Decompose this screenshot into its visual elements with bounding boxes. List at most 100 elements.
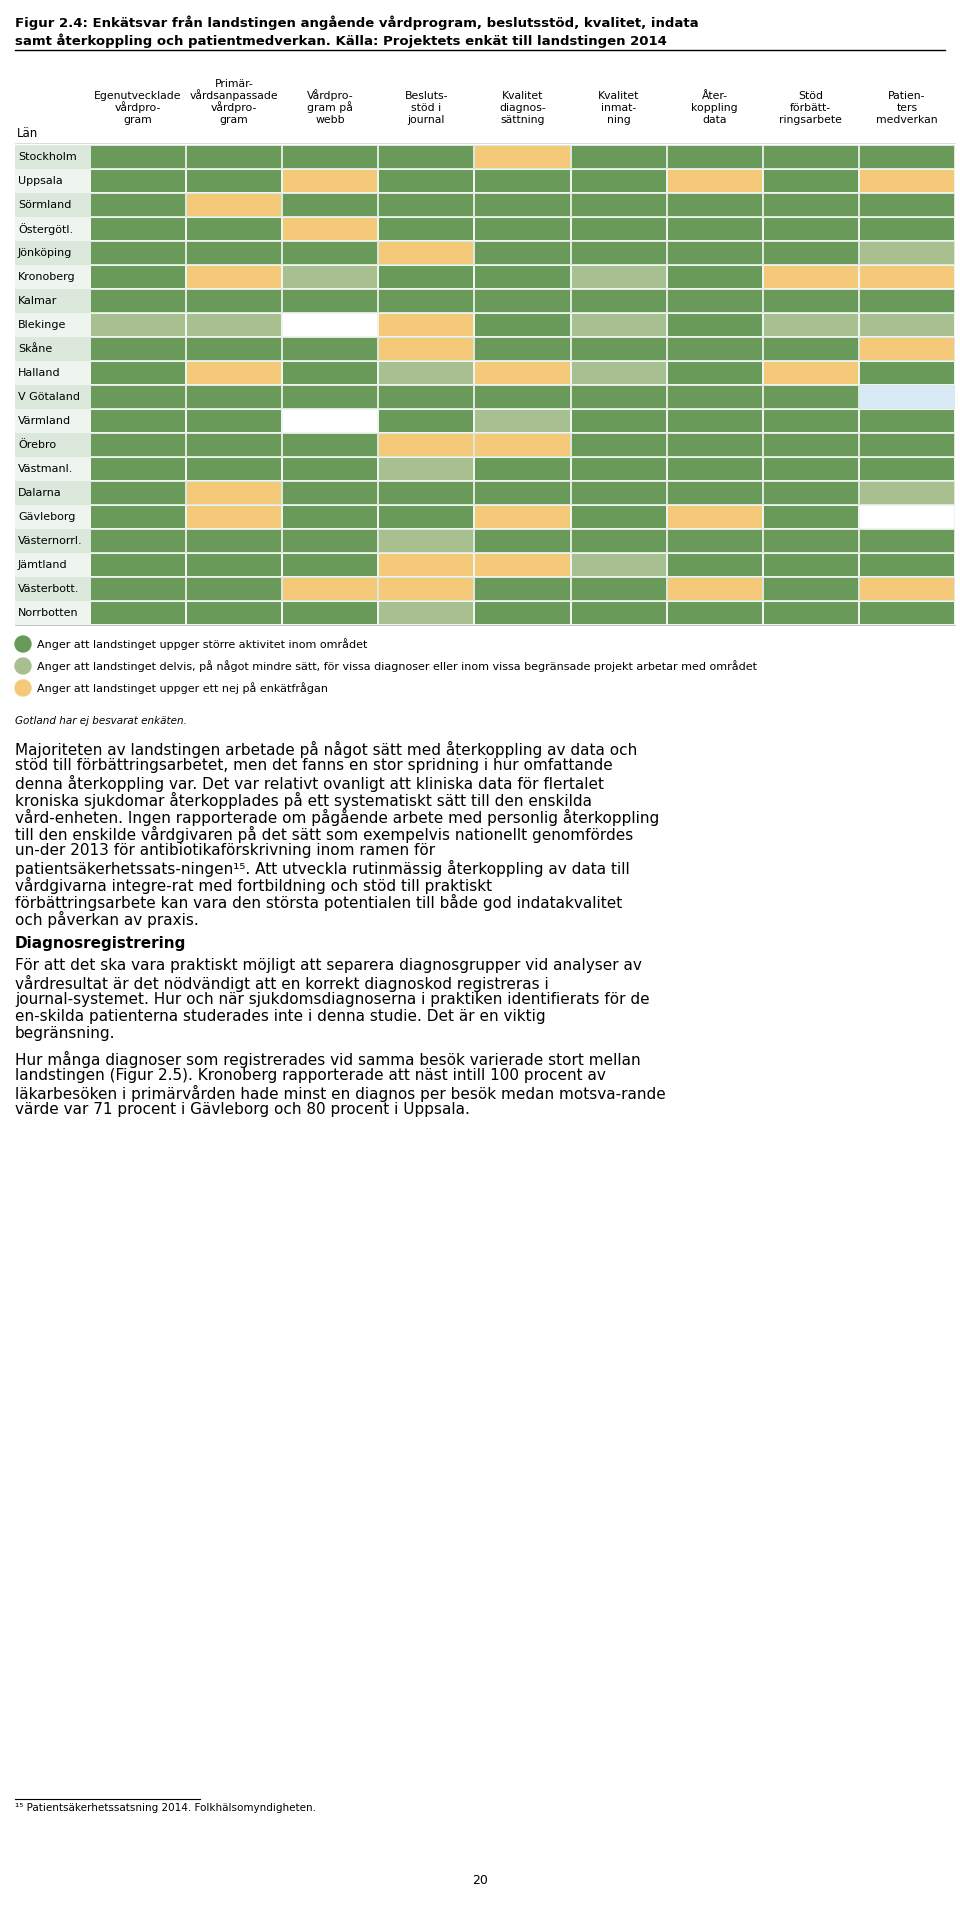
Text: vårdsanpassade: vårdsanpassade (190, 90, 278, 101)
Bar (15, 553, 955, 577)
Bar (475, 145, 569, 168)
Bar (764, 193, 858, 216)
Bar (91, 338, 185, 359)
Bar (187, 314, 281, 337)
Bar (475, 193, 569, 216)
Bar (571, 361, 665, 384)
Text: gram på: gram på (307, 101, 353, 113)
Bar (379, 218, 473, 241)
Bar (667, 243, 762, 264)
Bar (91, 386, 185, 407)
Bar (764, 291, 858, 312)
Bar (15, 457, 955, 482)
Bar (379, 170, 473, 191)
Bar (571, 145, 665, 168)
Bar (475, 243, 569, 264)
Text: Vårdpro-: Vårdpro- (307, 90, 353, 101)
Bar (667, 386, 762, 407)
Bar (571, 218, 665, 241)
Bar (571, 459, 665, 480)
Bar (860, 361, 954, 384)
Bar (91, 434, 185, 455)
Bar (15, 361, 955, 384)
Bar (283, 170, 377, 191)
Text: Stöd: Stöd (799, 92, 824, 101)
Bar (860, 434, 954, 455)
Text: kroniska sjukdomar återkopplades på ett systematiskt sätt till den enskilda: kroniska sjukdomar återkopplades på ett … (15, 792, 592, 809)
Text: journal-systemet. Hur och när sjukdomsdiagnoserna i praktiken identifierats för : journal-systemet. Hur och när sjukdomsdi… (15, 992, 650, 1008)
Bar (764, 602, 858, 623)
Bar (667, 507, 762, 528)
Bar (91, 554, 185, 576)
Text: Västerbott.: Västerbott. (18, 583, 80, 595)
Circle shape (15, 681, 31, 696)
Bar (571, 602, 665, 623)
Bar (15, 432, 955, 457)
Bar (764, 459, 858, 480)
Bar (667, 193, 762, 216)
Bar (283, 193, 377, 216)
Text: vårdgivarna integre-rat med fortbildning och stöd till praktiskt: vårdgivarna integre-rat med fortbildning… (15, 878, 492, 895)
Text: inmat-: inmat- (601, 103, 636, 113)
Bar (15, 168, 955, 193)
Bar (475, 459, 569, 480)
Bar (475, 530, 569, 553)
Text: Patien-: Patien- (888, 92, 925, 101)
Bar (91, 266, 185, 289)
Text: värde var 71 procent i Gävleborg och 80 procent i Uppsala.: värde var 71 procent i Gävleborg och 80 … (15, 1101, 469, 1117)
Bar (91, 530, 185, 553)
Bar (379, 314, 473, 337)
Bar (15, 241, 955, 266)
Bar (187, 145, 281, 168)
Text: koppling: koppling (691, 103, 738, 113)
Bar (187, 386, 281, 407)
Bar (571, 338, 665, 359)
Bar (379, 530, 473, 553)
Bar (764, 338, 858, 359)
Bar (667, 577, 762, 600)
Bar (860, 577, 954, 600)
Bar (15, 289, 955, 314)
Bar (283, 530, 377, 553)
Text: Majoriteten av landstingen arbetade på något sätt med återkoppling av data och: Majoriteten av landstingen arbetade på n… (15, 742, 637, 757)
Bar (860, 482, 954, 505)
Bar (764, 409, 858, 432)
Text: Kvalitet: Kvalitet (502, 92, 543, 101)
Text: vårdpro-: vårdpro- (211, 101, 257, 113)
Bar (15, 145, 955, 168)
Bar (860, 507, 954, 528)
Text: data: data (703, 115, 727, 124)
Text: Gävleborg: Gävleborg (18, 512, 76, 522)
Bar (571, 314, 665, 337)
Text: Gotland har ej besvarat enkäten.: Gotland har ej besvarat enkäten. (15, 715, 187, 727)
Text: Hur många diagnoser som registrerades vid samma besök varierade stort mellan: Hur många diagnoser som registrerades vi… (15, 1052, 640, 1069)
Bar (379, 434, 473, 455)
Bar (860, 193, 954, 216)
Text: Anger att landstinget uppger ett nej på enkätfrågan: Anger att landstinget uppger ett nej på … (37, 683, 328, 694)
Bar (187, 459, 281, 480)
Bar (571, 291, 665, 312)
Text: Kvalitet: Kvalitet (598, 92, 639, 101)
Bar (667, 602, 762, 623)
Bar (860, 266, 954, 289)
Bar (91, 291, 185, 312)
Bar (15, 482, 955, 505)
Bar (860, 554, 954, 576)
Bar (283, 554, 377, 576)
Bar (860, 386, 954, 407)
Text: stöd i: stöd i (411, 103, 442, 113)
Text: Blekinge: Blekinge (18, 319, 66, 331)
Bar (860, 530, 954, 553)
Text: sättning: sättning (500, 115, 544, 124)
Text: Sörmland: Sörmland (18, 201, 71, 210)
Bar (379, 193, 473, 216)
Bar (667, 266, 762, 289)
Bar (379, 361, 473, 384)
Bar (15, 266, 955, 289)
Bar (187, 554, 281, 576)
Bar (571, 434, 665, 455)
Bar (475, 554, 569, 576)
Text: vårdpro-: vårdpro- (115, 101, 161, 113)
Bar (15, 600, 955, 625)
Bar (283, 361, 377, 384)
